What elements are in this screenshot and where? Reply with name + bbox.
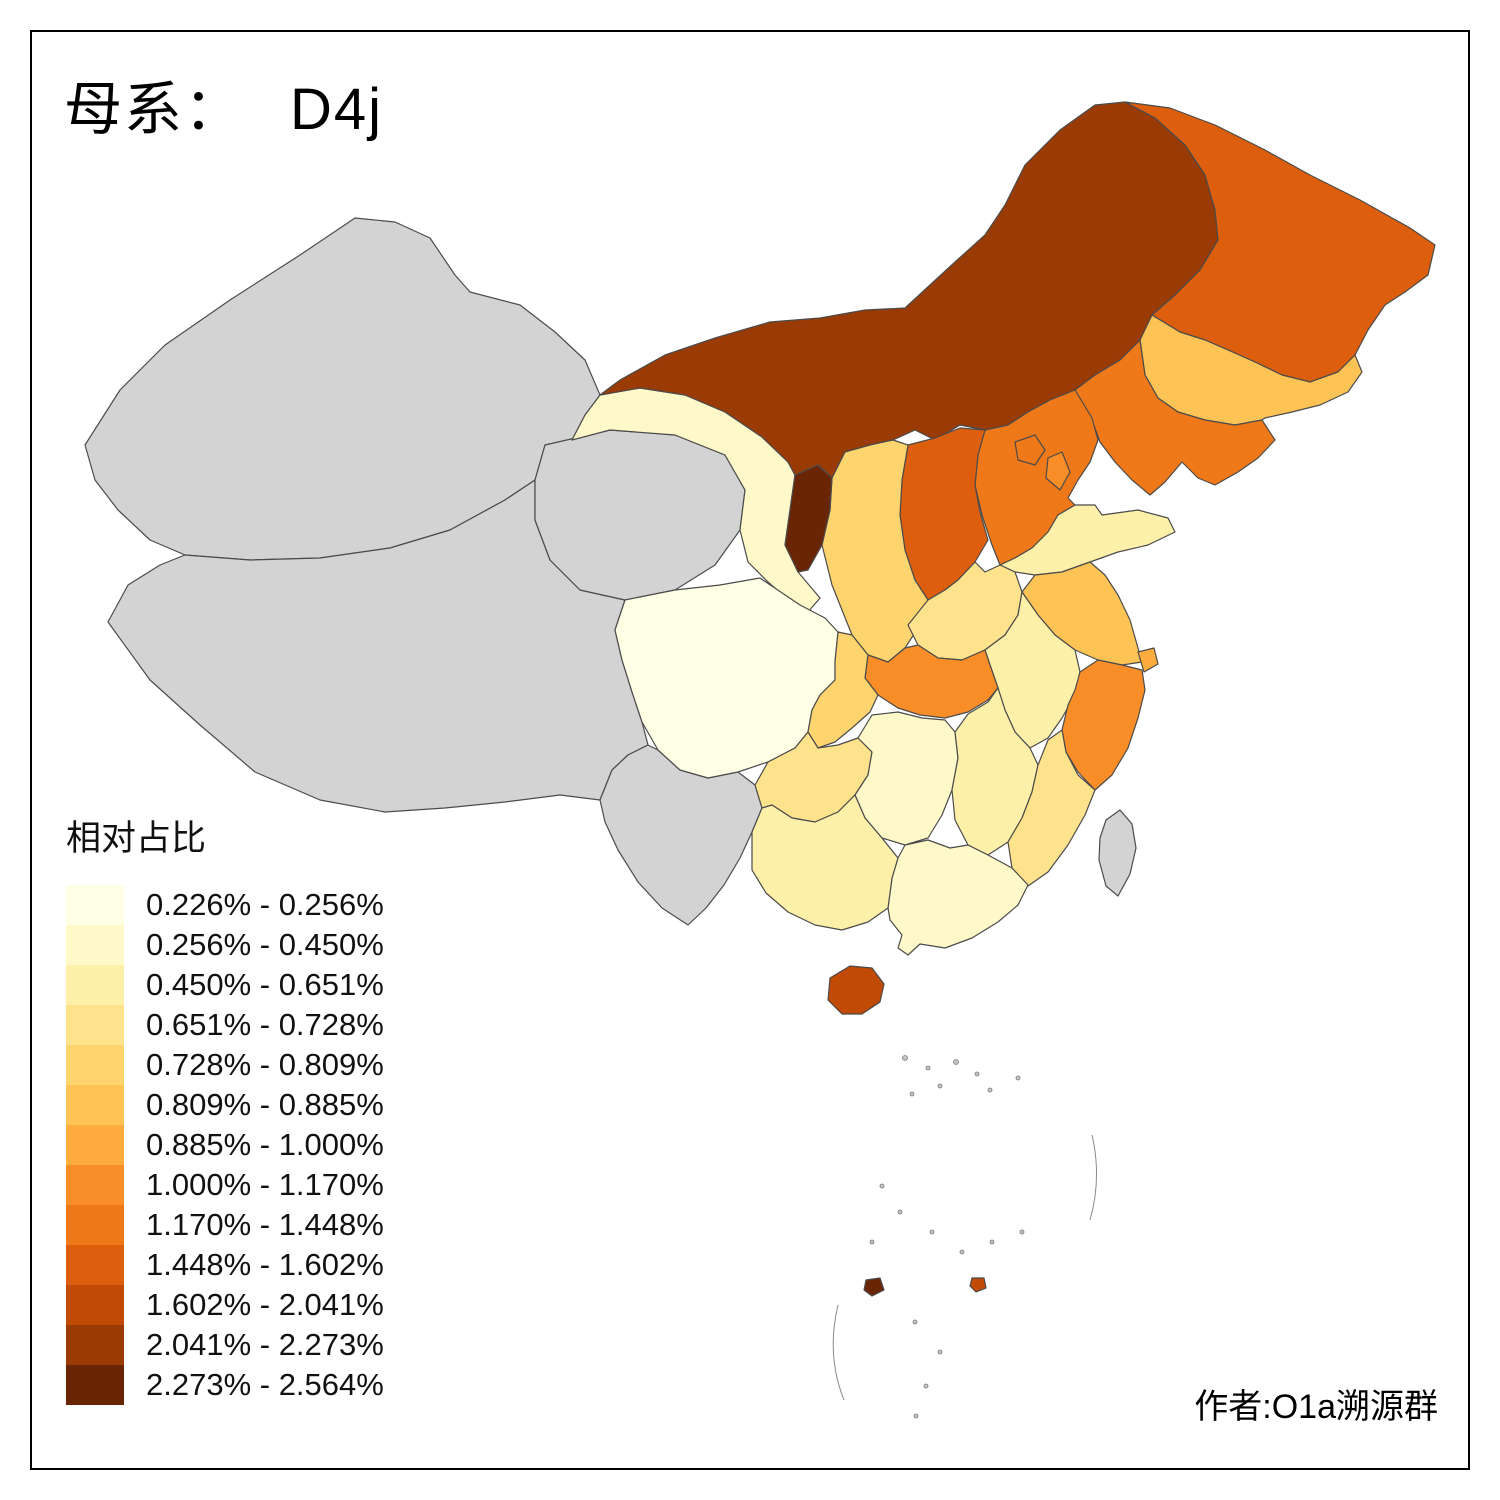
legend-swatch — [66, 1165, 124, 1205]
legend-item-label: 0.809% - 0.885% — [146, 1087, 384, 1122]
legend-item: 1.602% - 2.041% — [66, 1285, 384, 1325]
sea-boundary-line-east — [1089, 1134, 1097, 1221]
legend-swatch — [66, 1125, 124, 1165]
legend-item-label: 1.448% - 1.602% — [146, 1247, 384, 1282]
province-shanghai — [1137, 647, 1159, 673]
islet-west — [863, 1277, 885, 1297]
legend-swatch — [66, 885, 124, 925]
province-hunan — [854, 711, 959, 846]
page-title: 母系： D4j — [64, 62, 383, 146]
legend-item-label: 0.226% - 0.256% — [146, 887, 384, 922]
legend-items: 0.226% - 0.256% 0.256% - 0.450% 0.450% - 0… — [66, 885, 384, 1405]
legend: 相对占比 0.226% - 0.256% 0.256% - 0.450% 0.450… — [66, 810, 384, 1405]
province-zhejiang — [1061, 659, 1146, 791]
legend-swatch — [66, 1045, 124, 1085]
legend-swatch — [66, 1085, 124, 1125]
province-fujian — [1007, 729, 1096, 887]
legend-item: 2.041% - 2.273% — [66, 1325, 384, 1365]
legend-item: 0.450% - 0.651% — [66, 965, 384, 1005]
legend-item-label: 0.728% - 0.809% — [146, 1047, 384, 1082]
province-beijing — [1014, 434, 1046, 466]
legend-title: 相对占比 — [66, 819, 207, 858]
legend-item: 1.000% - 1.170% — [66, 1165, 384, 1205]
province-qinghai — [534, 429, 746, 601]
province-ningxia — [784, 464, 833, 573]
legend-item-label: 0.450% - 0.651% — [146, 967, 384, 1002]
legend-item-label: 1.000% - 1.170% — [146, 1167, 384, 1202]
legend-item-label: 1.170% - 1.448% — [146, 1207, 384, 1242]
province-guangdong — [887, 839, 1029, 956]
legend-item: 1.170% - 1.448% — [66, 1205, 384, 1245]
attribution: 作者:O1a溯源群 — [1194, 1388, 1438, 1426]
legend-swatch — [66, 1365, 124, 1405]
legend-item-label: 2.041% - 2.273% — [146, 1327, 384, 1362]
plot-frame — [30, 30, 1470, 1470]
legend-item-label: 2.273% - 2.564% — [146, 1367, 384, 1402]
province-chongqing — [807, 631, 879, 749]
legend-item: 0.226% - 0.256% — [66, 885, 384, 925]
sea-boundary-line-west — [832, 1304, 845, 1401]
province-tianjin — [1045, 451, 1071, 491]
legend-item-label: 1.602% - 2.041% — [146, 1287, 384, 1322]
legend-item-label: 0.256% - 0.450% — [146, 927, 384, 962]
legend-swatch — [66, 1005, 124, 1045]
legend-swatch — [66, 1325, 124, 1365]
legend-swatch — [66, 1205, 124, 1245]
legend-swatch — [66, 965, 124, 1005]
legend-item: 0.728% - 0.809% — [66, 1045, 384, 1085]
legend-item: 0.809% - 0.885% — [66, 1085, 384, 1125]
legend-swatch — [66, 925, 124, 965]
legend-item: 0.885% - 1.000% — [66, 1125, 384, 1165]
islet-east — [969, 1277, 987, 1293]
legend-item-label: 0.651% - 0.728% — [146, 1007, 384, 1042]
province-guangxi — [751, 794, 899, 931]
province-hainan — [827, 965, 885, 1015]
province-taiwan — [1098, 809, 1137, 897]
south-china-sea-islands — [869, 1055, 1025, 1419]
legend-item: 1.448% - 1.602% — [66, 1245, 384, 1285]
legend-swatch — [66, 1245, 124, 1285]
legend-item: 0.651% - 0.728% — [66, 1005, 384, 1045]
title-value: D4j — [290, 77, 384, 142]
legend-swatch — [66, 1285, 124, 1325]
title-prefix: 母系： — [64, 77, 245, 142]
legend-item-label: 0.885% - 1.000% — [146, 1127, 384, 1162]
legend-item: 2.273% - 2.564% — [66, 1365, 384, 1405]
legend-item: 0.256% - 0.450% — [66, 925, 384, 965]
